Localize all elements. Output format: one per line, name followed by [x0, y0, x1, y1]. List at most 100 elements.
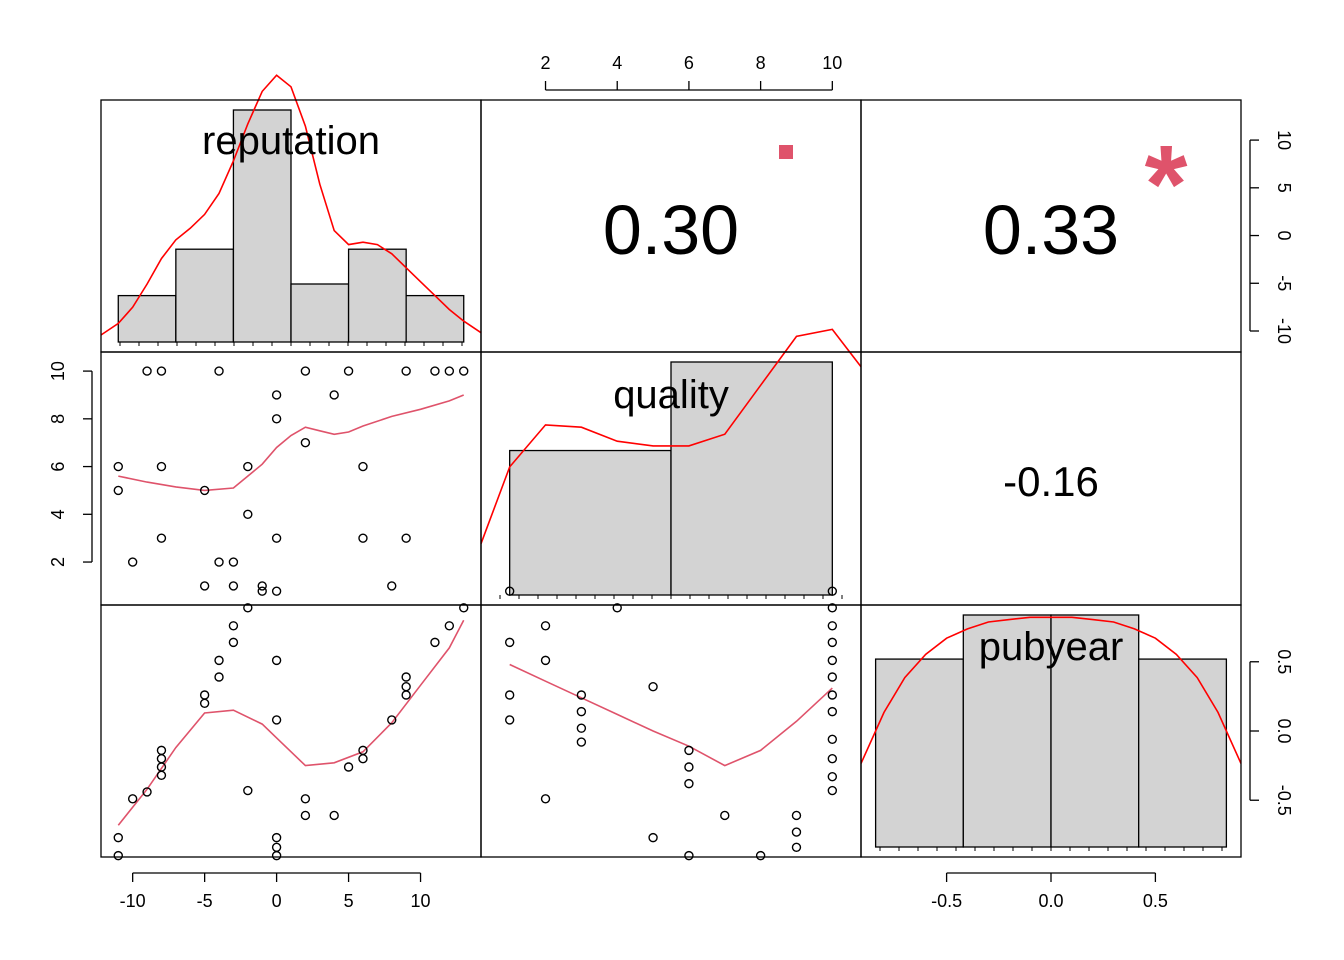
scatter-point — [504, 690, 515, 700]
scatter-point — [791, 842, 802, 853]
scatter-point — [156, 366, 167, 376]
significance-star: * — [1145, 123, 1188, 246]
tick-label-reputation: 0 — [272, 891, 282, 911]
tick-label-pubyear: -0.5 — [931, 891, 962, 911]
tick-label-pubyear: 0.0 — [1274, 718, 1294, 743]
scatter-point — [576, 706, 587, 717]
scatter-point — [228, 557, 239, 567]
scatter-point — [648, 832, 658, 843]
smooth-layer — [117, 394, 833, 826]
panel-frame — [100, 351, 482, 606]
scatter-point — [156, 461, 167, 472]
panel-frame — [480, 604, 862, 858]
density-layer — [101, 75, 1241, 763]
tick-label-reputation: 5 — [344, 891, 354, 911]
panel-frames-layer — [100, 99, 1242, 858]
scatter-point — [199, 485, 210, 496]
correlation-reputation-pubyear: 0.33 — [983, 191, 1119, 269]
scatter-point — [329, 390, 339, 400]
tick-label-pubyear: 0.0 — [1038, 891, 1063, 911]
scatter-point — [199, 698, 210, 709]
tick-label-quality: 10 — [822, 53, 842, 73]
scatter-point — [113, 485, 123, 496]
scatter-point — [243, 785, 253, 796]
scatter-point — [755, 850, 766, 861]
histogram-bar-quality — [670, 361, 833, 596]
tick-label-quality: 2 — [541, 53, 551, 73]
histogram-bar-pubyear — [962, 614, 1052, 848]
histogram-bar-reputation — [175, 248, 235, 343]
tick-label-pubyear: 0.5 — [1274, 649, 1294, 674]
tick-label-reputation: -5 — [197, 891, 213, 911]
scatter-point — [243, 461, 253, 472]
scatter-point — [343, 366, 354, 376]
scatter-point — [459, 366, 469, 376]
scatter-point — [156, 770, 167, 781]
scatter-point — [444, 366, 455, 376]
scatter-point — [827, 785, 838, 796]
tick-label-reputation: -10 — [120, 891, 146, 911]
scatter-point — [113, 832, 123, 843]
scatter-point — [401, 366, 411, 376]
histogram-bar-pubyear — [874, 658, 964, 848]
scatter-point — [504, 586, 515, 596]
tick-label-pubyear: -0.5 — [1274, 785, 1294, 816]
scatter-point — [300, 794, 311, 804]
scatter-point — [358, 745, 368, 756]
scatter-point — [113, 461, 123, 472]
scatter-point — [387, 581, 397, 591]
tick-label-quality: 10 — [48, 361, 68, 381]
correlation-reputation-quality: 0.30 — [603, 191, 739, 269]
tick-label-quality: 4 — [612, 53, 622, 73]
scatter-point — [720, 810, 730, 821]
scatter-point — [684, 778, 694, 789]
scatter-point — [271, 414, 282, 424]
scatter-point — [271, 390, 282, 400]
tick-label-reputation: 10 — [1274, 130, 1294, 150]
tick-label-reputation: 0 — [1274, 231, 1294, 241]
scatter-point — [243, 603, 253, 613]
scatter-point — [827, 734, 838, 745]
scatter-point — [430, 637, 440, 648]
scatter-point — [827, 621, 838, 631]
histogram-bar-pubyear — [1138, 658, 1228, 848]
histogram-bar-quality — [509, 449, 672, 596]
tick-label-quality: 4 — [48, 509, 68, 519]
axes-layer: -10 -5 0 5 10 -0.5 0.0 0.5 2 4 6 8 10 2 4 6 8 10 -10 -5 0 5 10… — [48, 53, 1294, 911]
scatter-point — [576, 737, 587, 747]
scatter-point — [401, 533, 411, 543]
scatter-point — [401, 690, 411, 700]
scatter-point — [142, 366, 152, 376]
scatter-point — [827, 603, 838, 613]
tick-label-reputation: 5 — [1274, 183, 1294, 193]
scatter-point — [271, 715, 282, 725]
diag-label-pubyear: pubyear — [979, 625, 1124, 669]
histogram-bar-reputation — [117, 294, 177, 343]
histogram-bar-reputation — [232, 109, 292, 343]
tick-label-reputation: 10 — [411, 891, 431, 911]
scatter-point — [504, 637, 515, 648]
density-curve-reputation — [101, 75, 481, 335]
scatter-point — [343, 762, 354, 772]
scatter-point — [827, 753, 838, 764]
scatter-point — [401, 681, 411, 692]
scatter-point — [271, 586, 282, 596]
density-curve-quality — [481, 329, 861, 543]
scatter-point — [156, 533, 167, 543]
smooth-line — [117, 619, 465, 826]
density-curve-pubyear — [861, 617, 1241, 763]
scatter-point — [358, 461, 368, 472]
tick-label-pubyear: 0.5 — [1143, 891, 1168, 911]
panel-frame — [860, 604, 1242, 858]
scatter-point — [504, 715, 515, 725]
scatter-point — [540, 655, 551, 666]
scatter-point — [127, 557, 138, 567]
scatter-point — [827, 637, 838, 648]
scatter-point — [430, 366, 440, 376]
scatter-point — [199, 581, 210, 591]
scatter-point — [358, 533, 368, 543]
scatter-point — [459, 603, 469, 613]
scatter-point — [576, 690, 587, 700]
scatter-point — [113, 850, 123, 861]
panel-frame — [100, 604, 482, 858]
